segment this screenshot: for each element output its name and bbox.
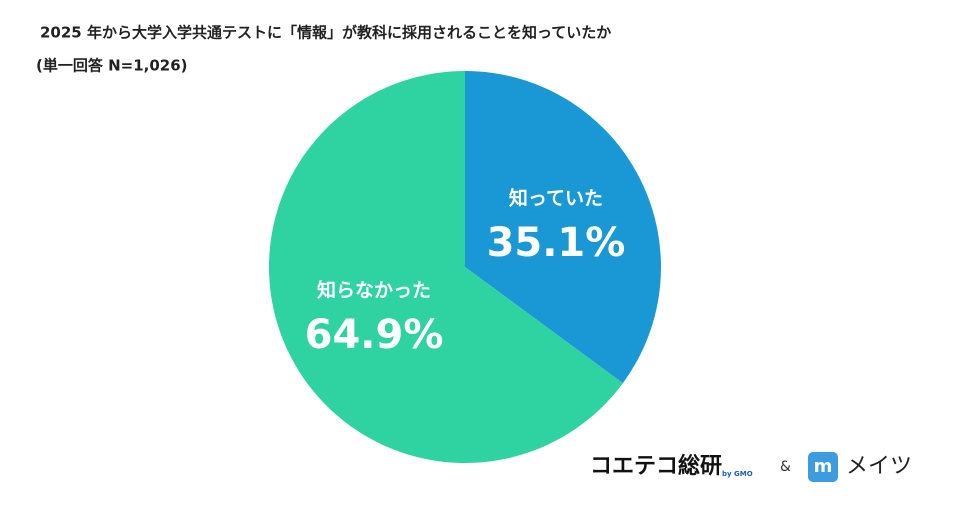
pie-slice xyxy=(268,71,623,463)
partner-icon-bg xyxy=(808,452,838,482)
pie-slice xyxy=(465,71,661,384)
value-label: 64.9% xyxy=(305,312,444,358)
partner-logo: メイツ xyxy=(846,454,912,479)
slice-label: 知らなかった xyxy=(317,278,431,301)
brand-logo: コエテコ総研 xyxy=(590,453,722,479)
brand-by: by GMO xyxy=(722,470,753,478)
slice-label: 知っていた xyxy=(509,187,603,210)
chart-title: 2025 年から大学入学共通テストに「情報」が教科に採用されることを知っていたか xyxy=(40,24,611,42)
and-sign: & xyxy=(780,459,791,475)
value-label: 35.1% xyxy=(487,220,626,266)
chart-subtitle: (単一回答 N=1,026) xyxy=(36,57,188,75)
partner-icon: m xyxy=(814,456,833,477)
pie xyxy=(268,71,661,463)
labels: 知っていた 35.1% 知らなかった 64.9% xyxy=(305,187,626,358)
